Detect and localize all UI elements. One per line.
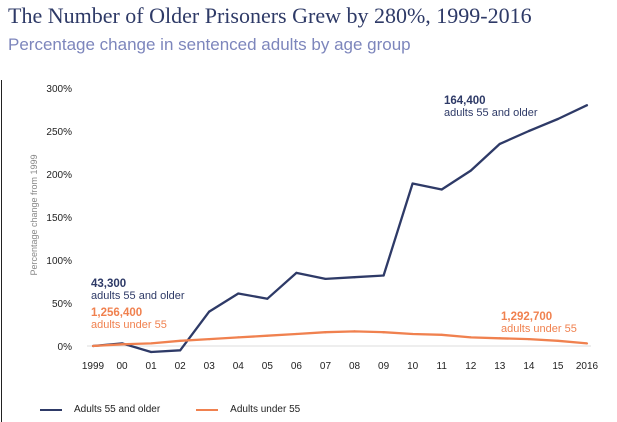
data-point-older <box>324 277 327 281</box>
data-point-younger <box>469 336 472 339</box>
x-tick-label: 00 <box>116 361 128 372</box>
annotation-value: 43,300 <box>91 278 126 290</box>
data-point-older <box>527 129 530 133</box>
x-tick-label: 2016 <box>576 361 599 372</box>
x-tick-label: 03 <box>204 361 216 372</box>
x-tick-label: 06 <box>291 361 303 372</box>
x-tick-label: 01 <box>146 361 158 372</box>
data-point-older <box>556 117 560 121</box>
data-point-older <box>440 188 443 191</box>
y-tick-label: 150% <box>46 213 72 224</box>
data-point-younger <box>527 338 530 341</box>
x-tick-label: 08 <box>349 361 361 372</box>
data-point-younger <box>150 342 153 345</box>
data-point-older <box>179 349 182 352</box>
y-tick-label: 50% <box>52 299 72 310</box>
data-point-younger <box>208 338 211 341</box>
x-tick-label: 02 <box>175 361 187 372</box>
x-tick-label: 12 <box>465 361 477 372</box>
data-point-older <box>411 182 414 185</box>
x-tick-label: 10 <box>407 361 419 372</box>
data-point-older <box>237 292 240 295</box>
data-point-older <box>266 297 269 300</box>
data-point-older <box>585 104 589 107</box>
series-lines <box>87 104 591 354</box>
legend-swatch-younger <box>196 408 219 411</box>
legend: Adults 55 and older Adults under 55 <box>40 404 336 415</box>
data-point-older <box>469 169 472 172</box>
annotation-value: 164,400 <box>444 95 486 107</box>
data-point-older <box>295 271 298 274</box>
data-point-younger <box>266 334 269 337</box>
data-point-younger <box>179 339 182 342</box>
data-point-younger <box>237 336 240 339</box>
x-tick-label: 09 <box>378 361 390 372</box>
x-tick-label: 1999 <box>82 361 105 372</box>
data-point-younger <box>440 333 443 336</box>
chart-title: The Number of Older Prisoners Grew by 28… <box>8 3 532 28</box>
data-point-younger <box>353 330 356 333</box>
legend-item-older: Adults 55 and older <box>40 404 160 415</box>
legend-swatch-older <box>40 408 62 411</box>
data-point-younger <box>498 337 501 340</box>
legend-label-younger: Adults under 55 <box>230 404 301 415</box>
left-border-rule <box>1 80 2 422</box>
x-tick-label: 07 <box>320 361 332 372</box>
data-point-older <box>382 274 385 277</box>
data-point-older <box>498 142 501 145</box>
data-point-older <box>353 276 356 279</box>
x-tick-label: 11 <box>437 361 448 372</box>
y-axis-ticks: 0% 50% 100% 150% 200% 250% 300% <box>46 84 72 353</box>
data-point-younger <box>411 332 414 336</box>
data-point-younger <box>324 331 327 334</box>
line-chart: 0% 50% 100% 150% 200% 250% 300% Percentage cha… <box>29 84 599 372</box>
series-line-younger <box>92 330 588 348</box>
data-point-younger <box>295 332 298 336</box>
x-tick-label: 15 <box>552 361 564 372</box>
series-line-older <box>92 104 588 354</box>
annotation-label: adults under 55 <box>501 323 577 335</box>
legend-label-older: Adults 55 and older <box>74 404 161 415</box>
x-tick-label: 13 <box>494 361 506 372</box>
data-point-younger <box>382 331 385 334</box>
y-tick-label: 100% <box>46 256 72 267</box>
annotation-value: 1,292,700 <box>501 311 552 323</box>
chart-subtitle: Percentage change in sentenced adults by… <box>8 35 411 54</box>
y-tick-label: 300% <box>46 84 72 95</box>
y-axis-label: Percentage change from 1999 <box>29 154 39 275</box>
data-point-younger <box>585 342 589 345</box>
x-tick-label: 04 <box>233 361 245 372</box>
annotation-label: adults 55 and older <box>91 290 185 302</box>
data-point-younger <box>91 344 95 348</box>
data-point-younger <box>120 343 124 346</box>
data-point-younger <box>556 339 560 342</box>
x-tick-label: 14 <box>523 361 535 372</box>
annotation-label: adults 55 and older <box>444 107 538 119</box>
x-axis-ticks: 1999 00 01 02 03 04 05 06 07 08 09 10 11 12 13 14 15 2016 <box>82 361 599 372</box>
annotation-value: 1,256,400 <box>91 307 142 319</box>
y-tick-label: 250% <box>46 127 72 138</box>
annotation-label: adults under 55 <box>91 319 167 331</box>
y-tick-label: 200% <box>46 170 72 181</box>
legend-item-younger: Adults under 55 <box>196 404 300 415</box>
data-point-older <box>208 310 211 313</box>
y-tick-label: 0% <box>58 342 73 353</box>
x-tick-label: 05 <box>262 361 274 372</box>
data-point-older <box>150 350 153 354</box>
